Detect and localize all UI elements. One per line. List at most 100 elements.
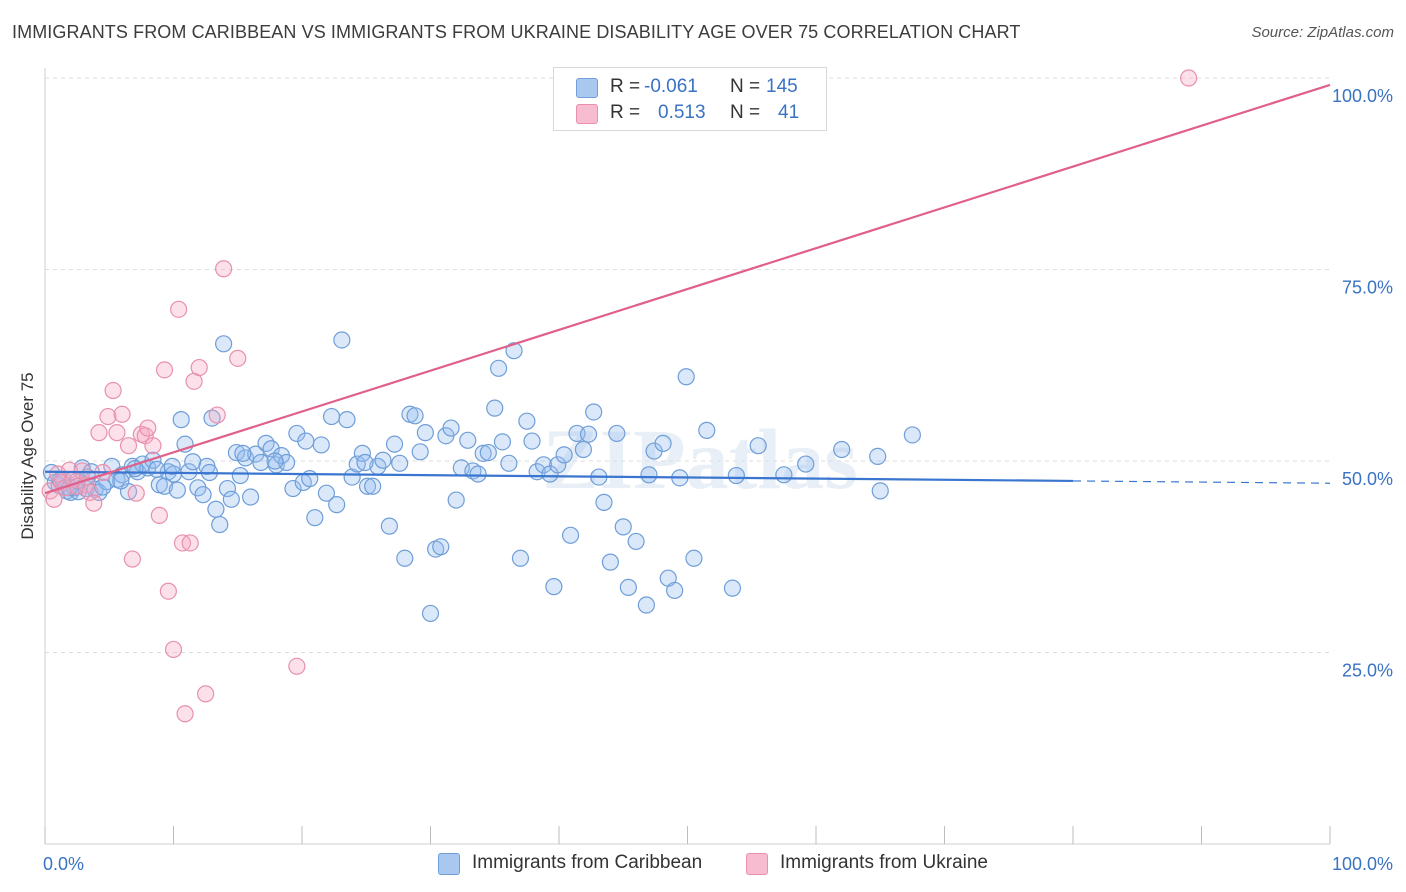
data-point bbox=[229, 349, 247, 367]
data-point bbox=[297, 432, 315, 450]
data-point bbox=[486, 399, 504, 417]
data-point bbox=[139, 419, 157, 437]
data-point bbox=[545, 578, 563, 596]
data-point bbox=[85, 494, 103, 512]
data-point bbox=[511, 549, 530, 567]
data-point bbox=[447, 491, 465, 509]
data-point bbox=[94, 478, 112, 496]
data-point bbox=[234, 444, 252, 462]
data-point bbox=[474, 444, 492, 462]
data-point bbox=[459, 431, 477, 449]
data-point bbox=[144, 451, 162, 469]
data-point bbox=[374, 451, 392, 469]
legend-n-value: 145 bbox=[766, 76, 798, 97]
y-tick-label: 100.0% bbox=[1332, 86, 1393, 106]
data-point bbox=[666, 581, 684, 600]
data-point bbox=[608, 424, 626, 443]
data-point bbox=[81, 483, 99, 502]
data-point bbox=[775, 466, 793, 484]
data-point bbox=[168, 481, 186, 499]
data-point bbox=[322, 407, 341, 426]
data-point bbox=[619, 578, 637, 596]
data-point bbox=[343, 468, 361, 486]
data-point bbox=[197, 685, 215, 703]
x-tick-label: 0.0% bbox=[43, 854, 84, 874]
data-point bbox=[144, 437, 162, 455]
data-point bbox=[903, 426, 921, 444]
data-point bbox=[338, 411, 356, 429]
data-point bbox=[727, 466, 745, 485]
data-point bbox=[356, 453, 374, 472]
trend-line-extension bbox=[1072, 480, 1331, 484]
data-point bbox=[797, 455, 815, 473]
data-point bbox=[150, 506, 168, 524]
legend-n-label: N = bbox=[730, 76, 761, 97]
data-point bbox=[211, 515, 229, 534]
data-point bbox=[523, 432, 541, 450]
data-point bbox=[518, 412, 536, 430]
data-point bbox=[306, 509, 324, 527]
data-point bbox=[247, 445, 265, 463]
data-point bbox=[654, 434, 672, 452]
data-point bbox=[549, 456, 567, 474]
legend-swatch-ukraine bbox=[576, 104, 598, 124]
data-point bbox=[208, 406, 226, 424]
tick-labels: 25.0% 50.0% 75.0% 100.0% 0.0% 100.0% bbox=[43, 86, 1393, 874]
data-point bbox=[176, 705, 194, 723]
data-point bbox=[194, 486, 212, 504]
y-axis-label: Disability Age Over 75 bbox=[18, 372, 37, 539]
data-point bbox=[148, 460, 166, 479]
data-point bbox=[364, 477, 382, 495]
data-point bbox=[99, 407, 117, 426]
series-ukraine bbox=[41, 69, 1198, 723]
chart-title: IMMIGRANTS FROM CARIBBEAN VS IMMIGRANTS … bbox=[12, 22, 1021, 42]
data-point bbox=[215, 335, 233, 353]
data-point bbox=[698, 421, 716, 439]
data-point bbox=[627, 532, 645, 551]
data-point bbox=[312, 436, 330, 454]
y-tick-label: 75.0% bbox=[1342, 278, 1393, 298]
data-point bbox=[113, 405, 131, 423]
data-point bbox=[155, 361, 174, 379]
data-point bbox=[432, 538, 450, 556]
data-point bbox=[163, 457, 181, 475]
data-point bbox=[180, 463, 198, 481]
data-points bbox=[41, 69, 1331, 723]
data-point bbox=[534, 456, 553, 474]
data-point bbox=[380, 517, 398, 535]
data-point bbox=[104, 381, 122, 400]
x-tick-label: 100.0% bbox=[1332, 854, 1393, 874]
data-point bbox=[159, 582, 177, 600]
data-point bbox=[328, 496, 346, 514]
data-point bbox=[421, 604, 440, 623]
data-point bbox=[505, 342, 523, 360]
data-point bbox=[236, 449, 255, 467]
data-point bbox=[252, 453, 270, 472]
data-point bbox=[108, 424, 126, 442]
bottom-legend-swatch-caribbean bbox=[438, 853, 460, 875]
data-point bbox=[333, 331, 351, 349]
data-point bbox=[190, 358, 208, 377]
data-point bbox=[266, 452, 284, 470]
axes bbox=[44, 68, 1331, 845]
trend-line-caribbean bbox=[44, 470, 1074, 483]
data-point bbox=[869, 447, 887, 466]
data-point bbox=[411, 443, 429, 461]
data-point bbox=[555, 446, 573, 464]
data-point bbox=[442, 419, 460, 437]
legend-r-value: 0.513 bbox=[658, 102, 706, 123]
data-point bbox=[227, 443, 246, 462]
data-point bbox=[479, 443, 497, 462]
data-point bbox=[595, 493, 613, 511]
data-point bbox=[579, 425, 598, 443]
data-point bbox=[406, 407, 424, 425]
data-point bbox=[164, 640, 183, 659]
data-point bbox=[723, 579, 742, 597]
data-point bbox=[172, 411, 190, 429]
data-point bbox=[469, 465, 487, 483]
data-point bbox=[181, 534, 199, 552]
y-tick-label: 50.0% bbox=[1342, 469, 1393, 489]
data-point bbox=[60, 461, 79, 479]
data-point bbox=[170, 300, 188, 318]
data-point bbox=[614, 518, 632, 536]
